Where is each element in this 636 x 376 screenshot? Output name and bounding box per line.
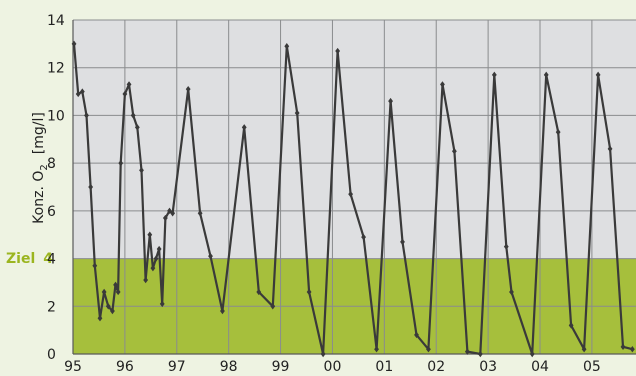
- data-point: [122, 90, 128, 98]
- x-tick-label: 96: [116, 359, 134, 375]
- data-point: [130, 112, 136, 119]
- x-tick-label: 97: [168, 359, 186, 375]
- y-axis-label: Konz. O2 [mg/l]: [31, 112, 50, 224]
- data-point: [170, 210, 176, 217]
- data-point: [208, 252, 213, 260]
- data-point: [503, 243, 509, 250]
- y-tick-label: 12: [47, 61, 65, 77]
- data-point: [139, 167, 144, 174]
- data-point: [126, 81, 132, 88]
- x-tick-label: 04: [531, 359, 549, 375]
- data-point: [361, 233, 366, 241]
- y-axis-label-subscript: 2: [39, 164, 50, 170]
- data-point: [113, 281, 118, 289]
- data-point: [400, 238, 405, 246]
- x-tick-label: 02: [427, 359, 445, 375]
- y-tick-label: 10: [47, 108, 65, 124]
- data-point: [110, 307, 115, 315]
- y-axis-label-unit: [mg/l]: [31, 112, 47, 154]
- x-tick-label: 00: [324, 359, 342, 375]
- goal-label: Ziel 4: [6, 251, 53, 267]
- data-point: [143, 276, 149, 284]
- data-point: [162, 214, 168, 222]
- data-point: [241, 124, 247, 131]
- data-point: [306, 288, 312, 296]
- x-tick-label: 01: [375, 359, 393, 375]
- data-point: [167, 207, 172, 215]
- data-point: [451, 148, 457, 155]
- data-point: [97, 315, 103, 322]
- x-tick-label: 99: [272, 359, 290, 375]
- data-point: [84, 112, 89, 119]
- y-tick-label: 2: [47, 299, 56, 315]
- data-point: [101, 288, 107, 296]
- goal-label-value: 4: [43, 251, 53, 267]
- data-point: [348, 190, 354, 198]
- x-tick-label: 05: [583, 359, 601, 375]
- data-point: [335, 47, 341, 55]
- data-point: [197, 210, 203, 217]
- data-point: [75, 90, 81, 98]
- data-point: [491, 71, 497, 79]
- data-point: [607, 145, 613, 153]
- y-tick-label: 0: [47, 347, 56, 363]
- data-point: [270, 303, 276, 310]
- data-point: [134, 124, 140, 131]
- y-tick-label: 8: [47, 156, 56, 172]
- data-point: [150, 264, 156, 272]
- data-point: [440, 81, 445, 88]
- data-point: [118, 159, 124, 167]
- data-point: [256, 288, 262, 296]
- data-point: [115, 288, 121, 296]
- x-tick-label: 95: [64, 359, 82, 375]
- data-point: [477, 350, 483, 358]
- data-point: [595, 71, 601, 79]
- data-point: [147, 231, 153, 238]
- data-point: [320, 350, 326, 358]
- x-tick-label: 98: [220, 359, 238, 375]
- data-point: [153, 255, 159, 262]
- data-point: [426, 346, 431, 353]
- data-point: [374, 346, 379, 353]
- data-point: [543, 71, 549, 79]
- data-point: [581, 346, 587, 353]
- data-point: [555, 128, 561, 136]
- data-point: [284, 43, 290, 50]
- x-tick-label: 03: [479, 359, 497, 375]
- goal-label-word: Ziel: [6, 251, 35, 267]
- y-tick-label: 4: [47, 252, 56, 268]
- data-point: [388, 97, 393, 105]
- data-point: [294, 109, 300, 117]
- y-tick-label: 14: [47, 13, 65, 29]
- data-point: [105, 303, 111, 310]
- data-point: [156, 245, 162, 253]
- data-point: [620, 343, 626, 351]
- data-point: [159, 300, 165, 308]
- data-point: [464, 348, 470, 355]
- data-point: [220, 307, 225, 315]
- data-point: [79, 88, 85, 95]
- y-axis-label-main: Konz. O: [31, 171, 47, 224]
- data-point: [568, 322, 574, 329]
- data-point: [71, 40, 77, 48]
- data-point: [629, 346, 635, 353]
- data-point: [185, 85, 191, 93]
- y-tick-label: 6: [47, 204, 56, 220]
- data-point: [88, 183, 94, 191]
- data-point: [414, 331, 419, 339]
- data-point: [529, 350, 535, 358]
- data-point: [509, 288, 514, 296]
- data-point: [92, 262, 98, 269]
